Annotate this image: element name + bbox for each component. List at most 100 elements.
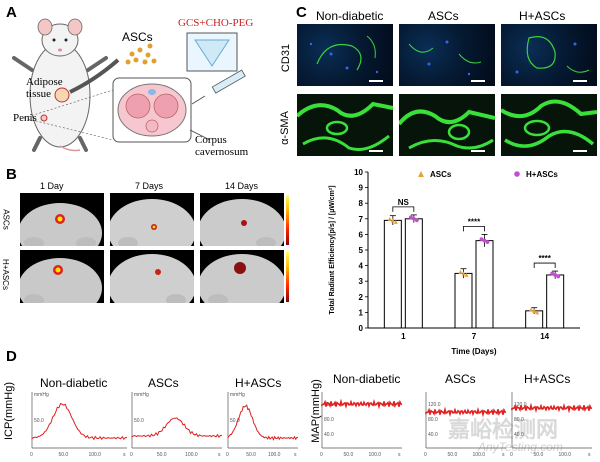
row-label-ascs: ASCs xyxy=(1,209,11,230)
legend-marker-ascs xyxy=(418,171,424,177)
row-label-hascs: H+ASCs xyxy=(0,259,10,290)
cd31-nondiabetic xyxy=(297,24,393,86)
trace-x-tick: 50.0 xyxy=(58,452,68,458)
y-tick-label: 8 xyxy=(359,199,364,208)
panel-b-letter: B xyxy=(6,166,17,183)
data-point xyxy=(458,269,463,274)
data-point xyxy=(556,274,561,279)
significance-label: NS xyxy=(398,198,410,207)
y-axis-label: Total Radiant Efficiency[p/s] / [µW/cm²] xyxy=(329,185,336,314)
bar xyxy=(383,219,402,329)
trace-x-tick: 0 xyxy=(30,452,33,458)
trace-unit: mmHg xyxy=(230,392,245,398)
trace-y-tick: 40.0 xyxy=(324,432,334,438)
panel-c-letter: C xyxy=(296,4,307,21)
timepoint-3: 14 Days xyxy=(225,181,259,191)
corpus-label-line1: Corpus xyxy=(195,134,227,146)
hydrogel-icon xyxy=(194,39,230,67)
col-label-nondiabetic: Non-diabetic xyxy=(316,9,384,23)
y-tick-label: 0 xyxy=(359,324,364,333)
icp-title-nondiabetic: Non-diabetic xyxy=(40,376,108,390)
harvest-arrow xyxy=(69,58,120,94)
trace-x-tick: 50.0 xyxy=(246,452,256,458)
rat-illustration xyxy=(12,18,108,152)
asma-hascs xyxy=(501,94,597,156)
ivis-ascs-day14 xyxy=(200,193,284,246)
trace-y-tick: 80.0 xyxy=(428,417,438,423)
bar xyxy=(404,218,423,329)
trace-time-unit: s xyxy=(218,452,221,458)
data-point xyxy=(482,238,487,243)
significance-label: **** xyxy=(538,254,551,263)
asc-cells-icon xyxy=(125,43,157,65)
data-point xyxy=(529,307,534,312)
bar xyxy=(546,274,565,329)
corpus-cross-section xyxy=(112,77,192,143)
asc-label: ASCs xyxy=(122,30,153,44)
significance-bracket xyxy=(392,206,415,212)
significance-label: **** xyxy=(468,217,481,226)
y-tick-label: 4 xyxy=(359,262,364,271)
asma-ascs xyxy=(399,94,495,156)
trace-x-tick: 50.0 xyxy=(534,452,544,458)
trace-time-unit: s xyxy=(294,452,297,458)
y-tick-label: 3 xyxy=(359,277,364,286)
significance-bracket xyxy=(463,226,485,232)
trace-y-tick: 50.0 xyxy=(230,418,240,424)
pressure-traces: mmHg 50.0 0 50.0 100.0 s mmHg 50.0 0 50.0 100.0 s mm… xyxy=(30,392,593,458)
trace-x-tick: 50.0 xyxy=(448,452,458,458)
trace-x-tick: 0 xyxy=(510,452,513,458)
data-point xyxy=(553,273,558,277)
icp-trace xyxy=(31,402,128,441)
watermark-en: AnyTesting.com xyxy=(478,440,563,454)
y-tick-label: 2 xyxy=(359,293,364,302)
trace-y-tick: 50.0 xyxy=(134,418,144,424)
ivis-scale-bar-top xyxy=(286,195,289,245)
corpus-label-line2: cavernosum xyxy=(195,146,249,158)
icp-trace xyxy=(227,404,299,441)
map-trace xyxy=(511,402,593,414)
bar xyxy=(475,240,494,329)
map-trace xyxy=(321,398,403,410)
icp-title-hascs: H+ASCs xyxy=(235,376,282,390)
trace-y-tick: 40.0 xyxy=(514,432,524,438)
trace-y-tick: 40.0 xyxy=(428,432,438,438)
cd31-hascs xyxy=(501,24,597,86)
y-tick-label: 9 xyxy=(359,184,364,193)
legend-label: H+ASCs xyxy=(526,170,558,179)
trace-y-tick: 50.0 xyxy=(34,418,44,424)
trace-x-tick: 0 xyxy=(130,452,133,458)
trace-x-tick: 100.0 xyxy=(268,452,281,458)
y-tick-label: 10 xyxy=(354,168,363,177)
col-label-ascs: ASCs xyxy=(428,9,459,23)
ivis-hascs-day1 xyxy=(20,250,104,303)
data-point xyxy=(479,237,484,242)
corpus-label: Corpus cavernosum xyxy=(195,134,248,158)
legend-label: ASCs xyxy=(430,170,452,179)
map-title-hascs: H+ASCs xyxy=(524,372,571,386)
trace-x-tick: 50.0 xyxy=(157,452,167,458)
trace-x-tick: 100.0 xyxy=(473,452,486,458)
trace-unit: mmHg xyxy=(134,392,149,398)
icp-title-ascs: ASCs xyxy=(148,376,179,390)
timepoint-2: 7 Days xyxy=(135,181,164,191)
y-tick-label: 1 xyxy=(359,308,364,317)
ivis-hascs-day14 xyxy=(200,250,284,303)
row-label-asma: α-SMA xyxy=(278,111,291,145)
row-label-cd31: CD31 xyxy=(280,43,293,73)
trace-time-unit: s xyxy=(502,452,505,458)
bar xyxy=(454,272,473,329)
legend-marker-hascs xyxy=(514,171,520,177)
col-label-hascs: H+ASCs xyxy=(519,9,566,23)
trace-y-tick: 120.0 xyxy=(514,402,527,408)
syringe-icon xyxy=(191,69,246,105)
trace-time-unit: s xyxy=(588,452,591,458)
data-point xyxy=(485,240,490,245)
cd31-ascs xyxy=(399,24,495,86)
timepoint-1: 1 Day xyxy=(40,181,64,191)
map-title-nondiabetic: Non-diabetic xyxy=(333,372,401,386)
adipose-label-line2: tissue xyxy=(26,88,52,100)
trace-unit: mmHg xyxy=(34,392,49,398)
x-tick-label: 1 xyxy=(401,332,406,341)
trace-time-unit: s xyxy=(398,452,401,458)
